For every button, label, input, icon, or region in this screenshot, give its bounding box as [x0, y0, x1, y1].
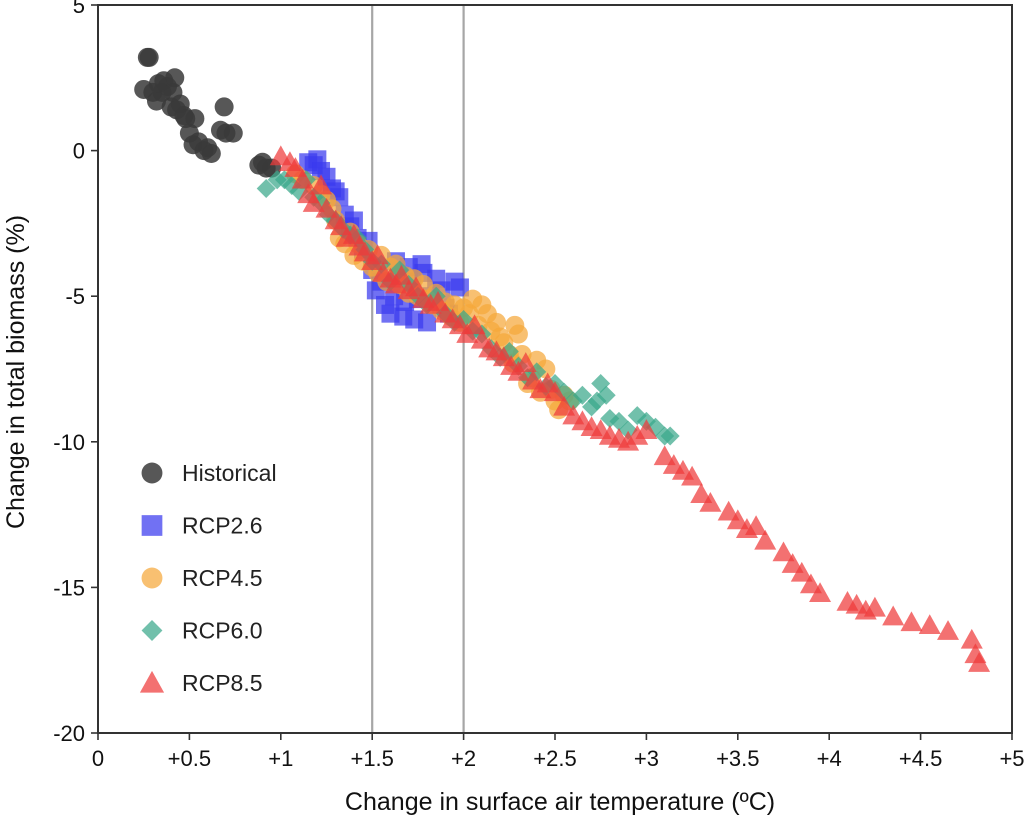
data-point-rcp6-0: [256, 178, 276, 198]
series-rcp8-5: [269, 145, 991, 672]
data-point-historical: [185, 109, 205, 129]
x-tick-label: +4.5: [899, 746, 942, 771]
y-axis-title: Change in total biomass (%): [2, 215, 30, 529]
x-tick-label: +2.5: [533, 746, 576, 771]
data-point-rcp8-5: [617, 430, 640, 451]
data-point-historical: [201, 144, 221, 164]
reference-lines: [371, 5, 465, 733]
data-point-rcp8-5: [790, 561, 813, 582]
x-tick-label: +2: [451, 746, 476, 771]
data-point-rcp8-5: [882, 605, 905, 626]
data-point-rcp8-5: [681, 465, 704, 486]
data-point-rcp8-5: [390, 264, 413, 285]
y-tick-label: -15: [53, 575, 85, 600]
data-point-rcp8-5: [960, 628, 983, 649]
data-point-rcp8-5: [900, 611, 923, 632]
x-axis-title: Change in surface air temperature (ºC): [345, 788, 775, 816]
legend-marker-rcp8-5: [139, 670, 165, 693]
data-point-rcp6-0: [572, 385, 592, 405]
data-point-rcp2-6: [418, 313, 437, 332]
legend-label-rcp6-0: RCP6.0: [182, 618, 263, 644]
data-point-rcp6-0: [660, 426, 680, 446]
data-point-rcp8-5: [717, 500, 740, 521]
data-point-rcp8-5: [405, 276, 428, 297]
legend-item-rcp8-5: RCP8.5: [139, 670, 263, 696]
data-point-rcp8-5: [310, 174, 333, 195]
legend-label-rcp4-5: RCP4.5: [182, 565, 263, 591]
x-tick-label: +1.5: [350, 746, 393, 771]
legend-item-historical: Historical: [141, 460, 277, 486]
data-point-rcp8-5: [781, 553, 804, 573]
data-point-rcp8-5: [918, 614, 941, 635]
x-tick-label: 0: [92, 746, 104, 771]
data-point-rcp4-5: [487, 312, 507, 332]
data-point-rcp8-5: [726, 509, 749, 530]
data-point-rcp8-5: [427, 291, 450, 311]
data-point-rcp8-5: [635, 419, 658, 439]
data-point-rcp8-5: [284, 157, 307, 177]
data-point-rcp8-5: [626, 424, 649, 445]
x-tick-label: +3.5: [716, 746, 759, 771]
legend-item-rcp2-6: RCP2.6: [141, 513, 263, 539]
data-point-rcp6-0: [596, 385, 616, 405]
data-points: [134, 47, 991, 672]
x-tick-label: +4: [817, 746, 842, 771]
series-historical: [134, 47, 282, 178]
data-point-rcp8-5: [863, 596, 886, 617]
data-point-historical: [223, 123, 243, 143]
y-tick-label: 5: [73, 0, 85, 18]
data-point-historical: [139, 47, 159, 67]
legend-marker-rcp6-0: [141, 620, 163, 641]
legend-item-rcp6-0: RCP6.0: [141, 618, 263, 644]
y-tick-label: -5: [65, 284, 85, 309]
data-point-rcp8-5: [799, 573, 822, 594]
data-point-rcp8-5: [745, 515, 768, 536]
legend-marker-rcp4-5: [141, 567, 163, 589]
data-point-rcp8-5: [544, 381, 566, 402]
x-tick-label: +3: [634, 746, 659, 771]
legend: Historical RCP2.6 RCP4.5 RCP6.0 RCP8.5: [139, 460, 277, 696]
data-point-rcp8-5: [754, 529, 777, 550]
data-point-rcp8-5: [937, 620, 960, 640]
y-tick-label: -20: [53, 721, 85, 746]
data-point-rcp4-5: [508, 324, 528, 344]
data-point-rcp8-5: [302, 192, 325, 212]
data-point-rcp8-5: [514, 352, 537, 372]
x-tick-label: +5: [999, 746, 1024, 771]
data-point-rcp8-5: [968, 652, 991, 672]
data-point-historical: [214, 97, 234, 117]
data-point-rcp8-5: [463, 314, 486, 335]
data-point-rcp8-5: [653, 445, 676, 466]
data-point-historical: [165, 68, 185, 88]
data-point-rcp8-5: [699, 491, 722, 512]
data-point-rcp8-5: [315, 197, 338, 218]
x-tick-label: +0.5: [168, 746, 211, 771]
y-tick-label: -10: [53, 430, 85, 455]
legend-label-historical: Historical: [182, 460, 277, 486]
data-point-rcp8-5: [366, 244, 389, 265]
data-point-rcp8-5: [553, 395, 576, 416]
x-tick-label: +1: [268, 746, 293, 771]
data-point-rcp8-5: [809, 582, 832, 603]
y-axis: 5 0 -5 -10 -15 -20: [53, 0, 98, 746]
x-axis: 0 +0.5 +1 +1.5 +2 +2.5 +3 +3.5 +4 +4.5 +5: [92, 733, 1024, 771]
legend-label-rcp2-6: RCP2.6: [182, 513, 263, 539]
legend-item-rcp4-5: RCP4.5: [141, 565, 263, 591]
data-point-rcp8-5: [690, 483, 713, 504]
legend-label-rcp8-5: RCP8.5: [182, 670, 263, 696]
data-point-rcp2-6: [450, 278, 469, 297]
legend-marker-historical: [141, 462, 163, 484]
data-point-rcp8-5: [772, 541, 795, 562]
legend-marker-rcp2-6: [141, 515, 163, 536]
y-tick-label: 0: [73, 139, 85, 164]
